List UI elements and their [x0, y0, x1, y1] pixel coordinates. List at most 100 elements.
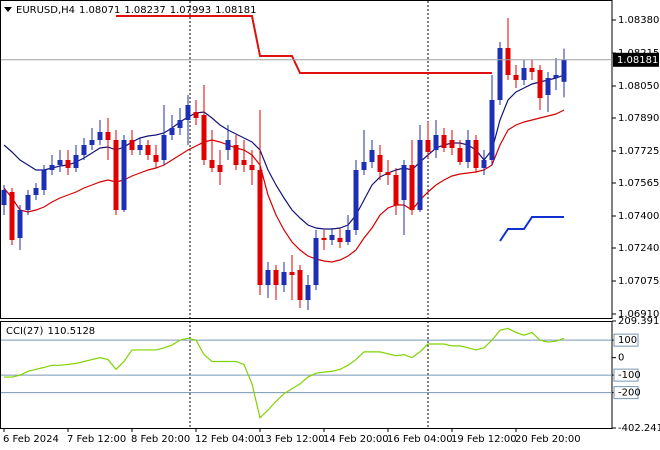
x-tick-label: 14 Feb 20:00	[323, 434, 389, 445]
candle-body	[369, 150, 375, 162]
candle-body	[257, 170, 263, 285]
x-tick-label: 7 Feb 12:00	[67, 434, 126, 445]
y-tick-label: 0	[618, 353, 624, 364]
x-tick-label: 20 Feb 20:00	[515, 434, 581, 445]
y-tick-label: -200	[618, 388, 641, 399]
candle-body	[209, 160, 215, 168]
candle-body	[361, 162, 367, 170]
candle-body	[441, 135, 447, 148]
level-label-box	[613, 386, 639, 400]
symbol-menu-icon	[4, 7, 12, 12]
candle-body	[425, 140, 431, 152]
candle-body	[521, 68, 527, 80]
candle-body	[529, 68, 535, 72]
candle-body	[201, 115, 207, 160]
candle-body	[385, 172, 391, 175]
candle-body	[401, 165, 407, 200]
candle-body	[65, 160, 71, 168]
candle-body	[465, 140, 471, 162]
candle-body	[17, 210, 23, 238]
candle-body	[1, 190, 7, 205]
y-tick-label: 100	[618, 335, 637, 346]
candle-body	[513, 75, 519, 80]
candle-body	[81, 145, 87, 155]
x-tick-label: 8 Feb 20:00	[131, 434, 190, 445]
candle-body	[129, 140, 135, 150]
open: 1.08071	[79, 5, 120, 16]
last-price-box	[613, 52, 659, 67]
indicator-line	[3, 74, 565, 230]
y-tick-label: -100	[618, 370, 641, 381]
indicator-value: 110.5128	[47, 326, 95, 337]
symbol: EURUSD,H4	[16, 5, 75, 16]
candle-body	[553, 75, 559, 78]
indicator-header: CCI(27) 110.5128	[6, 326, 95, 337]
candle-body	[265, 270, 271, 285]
candle-body	[169, 128, 175, 135]
candle-body	[193, 112, 199, 118]
candle-body	[377, 155, 383, 172]
candle-body	[321, 238, 327, 240]
candle-body	[225, 140, 231, 150]
candle-body	[113, 140, 119, 210]
symbol-header: EURUSD,H4 1.08071 1.08237 1.07993 1.08181	[16, 5, 256, 16]
candle-body	[185, 105, 191, 120]
candle-body	[97, 132, 103, 140]
x-tick-label: 12 Feb 04:00	[195, 434, 261, 445]
candle-body	[121, 140, 127, 210]
indicator-name: CCI(27)	[6, 326, 44, 337]
candle-body	[137, 145, 143, 150]
candle-body	[289, 272, 295, 275]
candle-body	[489, 100, 495, 160]
candle-body	[353, 170, 359, 230]
indicator-line	[116, 15, 492, 74]
y-tick-label: 1.07240	[618, 243, 659, 254]
candle-body	[49, 165, 55, 170]
low: 1.07993	[170, 5, 211, 16]
x-tick-label: 19 Feb 12:00	[451, 434, 517, 445]
candle-body	[177, 120, 183, 128]
y-tick-label: 1.08050	[618, 81, 659, 92]
candle-body	[481, 160, 487, 168]
y-tick-label: 1.07890	[618, 113, 659, 124]
candle-body	[161, 135, 167, 160]
candle-body	[89, 140, 95, 145]
candle-body	[73, 155, 79, 168]
indicator-line	[3, 109, 565, 263]
candle-body	[153, 155, 159, 162]
candle-body	[433, 135, 439, 150]
level-label-box	[613, 333, 639, 347]
candle-body	[217, 165, 223, 172]
x-tick-label: 16 Feb 04:00	[387, 434, 453, 445]
candle-body	[497, 48, 503, 100]
x-tick-label: 13 Feb 12:00	[259, 434, 325, 445]
candle-body	[393, 175, 399, 205]
candle-body	[473, 140, 479, 168]
candle-body	[505, 48, 511, 75]
candle-body	[345, 230, 351, 242]
candle-body	[9, 192, 15, 240]
close: 1.08181	[215, 5, 256, 16]
candle-body	[313, 238, 319, 285]
candle-body	[417, 140, 423, 210]
y-tick-label: 1.08380	[618, 15, 659, 26]
candle-body	[337, 238, 343, 242]
candle-body	[281, 272, 287, 285]
candle-body	[297, 270, 303, 300]
candle-body	[41, 170, 47, 190]
candle-body	[329, 235, 335, 240]
x-tick-label: 6 Feb 2024	[3, 434, 59, 445]
candle-body	[233, 145, 239, 165]
candle-body	[57, 160, 63, 165]
candle-body	[105, 132, 111, 140]
candle-body	[273, 270, 279, 285]
indicator-line	[499, 216, 564, 242]
y-tick-label: 209.3917	[618, 316, 660, 327]
y-tick-label: 1.07075	[618, 276, 659, 287]
candle-body	[249, 165, 255, 170]
candle-body	[561, 59, 567, 82]
candle-body	[449, 140, 455, 148]
y-tick-label: 1.07565	[618, 178, 659, 189]
y-tick-label: 1.06910	[618, 309, 659, 320]
